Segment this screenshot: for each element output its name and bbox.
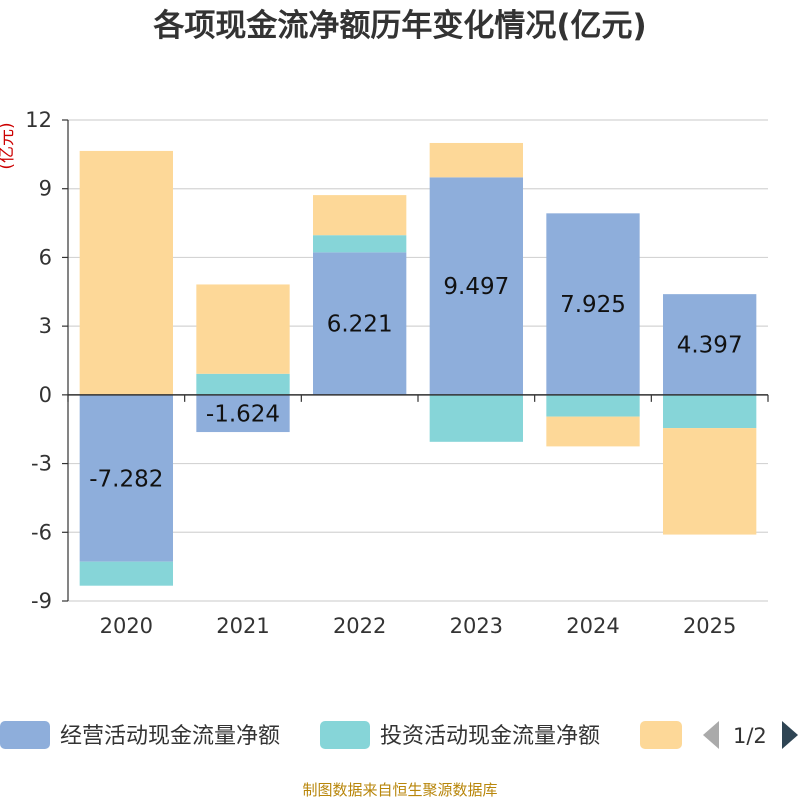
bar-2022-series-3[interactable]: [313, 195, 407, 236]
bar-2020-series-3[interactable]: [79, 150, 173, 395]
triangle-left-icon[interactable]: [703, 721, 719, 749]
triangle-right-icon[interactable]: [782, 721, 798, 749]
y-tick-label: -3: [31, 452, 52, 476]
x-tick-label: 2025: [683, 614, 736, 638]
bar-2025-series-2[interactable]: [663, 394, 757, 429]
x-tick-label: 2022: [333, 614, 386, 638]
data-label: -1.624: [206, 401, 280, 427]
x-tick-label: 2024: [566, 614, 619, 638]
chart-title: 各项现金流净额历年变化情况(亿元): [152, 8, 646, 44]
legend: 经营活动现金流量净额 投资活动现金流量净额 1/2: [0, 721, 798, 749]
y-tick-label: -6: [31, 520, 52, 544]
data-label: 6.221: [327, 312, 393, 338]
data-label: 4.397: [677, 333, 743, 359]
x-tick-label: 2021: [216, 614, 269, 638]
data-labels: -7.282 -1.624 6.221 9.497 7.925 4.397: [89, 274, 742, 492]
bar-group: [79, 142, 757, 586]
bar-2022-series-1[interactable]: [313, 252, 407, 395]
legend-label[interactable]: 投资活动现金流量净额: [380, 724, 600, 749]
x-tick-label: 2020: [100, 614, 153, 638]
bar-2024-series-2[interactable]: [546, 394, 640, 417]
legend-label[interactable]: 经营活动现金流量净额: [60, 724, 280, 749]
data-label: 9.497: [443, 274, 509, 300]
x-tick-labels: 2020 2021 2022 2023 2024 2025: [100, 614, 737, 638]
y-tick-label: 0: [39, 383, 52, 407]
y-tick-label: 6: [39, 245, 52, 269]
y-tick-label: -9: [31, 589, 52, 613]
bar-2025-series-3[interactable]: [663, 428, 757, 535]
bar-2025-series-1[interactable]: [663, 294, 757, 395]
legend-swatch[interactable]: [320, 721, 370, 749]
bar-2022-series-2[interactable]: [313, 235, 407, 253]
y-tick-labels: -9 -6 -3 0 3 6 9 12: [25, 108, 52, 613]
axes: [67, 120, 769, 601]
legend-swatch[interactable]: [640, 721, 682, 749]
y-tick-label: 9: [39, 177, 52, 201]
data-source-footer: 制图数据来自恒生聚源数据库: [302, 781, 497, 799]
y-tick-label: 3: [39, 314, 52, 338]
x-tick-label: 2023: [450, 614, 503, 638]
bar-2024-series-3[interactable]: [546, 416, 640, 447]
bar-2023-series-3[interactable]: [429, 142, 523, 178]
bar-2023-series-1[interactable]: [429, 177, 523, 395]
bar-2021-series-3[interactable]: [196, 284, 290, 374]
bar-2021-series-2[interactable]: [196, 373, 290, 395]
bar-2020-series-1[interactable]: [79, 394, 173, 562]
data-label: 7.925: [560, 292, 626, 318]
y-tick-label: 12: [25, 108, 52, 132]
bar-2023-series-2[interactable]: [429, 394, 523, 442]
legend-pager-text: 1/2: [733, 724, 767, 748]
y-axis-unit-label: (亿元): [0, 122, 17, 169]
bar-2020-series-2[interactable]: [79, 561, 173, 586]
bar-2024-series-1[interactable]: [546, 213, 640, 395]
bar-2021-series-1[interactable]: [196, 394, 290, 433]
legend-swatch[interactable]: [0, 721, 50, 749]
data-label: -7.282: [89, 466, 163, 492]
